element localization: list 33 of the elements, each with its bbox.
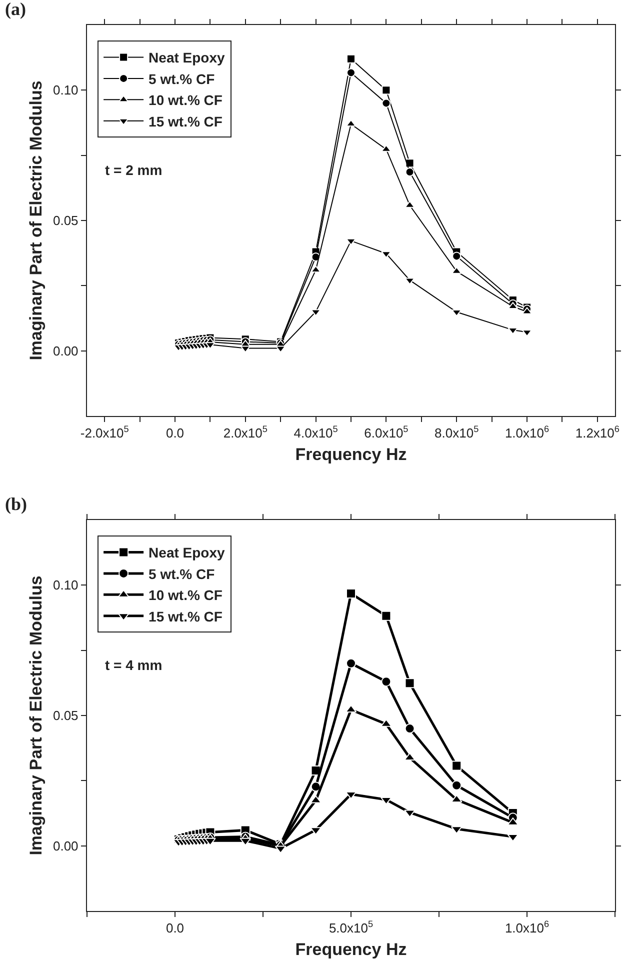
legend-label: 10 wt.% CF <box>148 587 223 604</box>
annotation: t = 2 mm <box>105 162 162 178</box>
legend-label: 5 wt.% CF <box>148 566 216 582</box>
x-tick-label: 4.0x10$^{5}$ <box>294 424 338 441</box>
y-axis-title: Imaginary Part of Electric Modulus <box>26 576 46 856</box>
x-tick-label: 8.0x10$^{5}$ <box>434 424 479 441</box>
legend-label: 5 wt.% CF <box>148 70 216 87</box>
x-tick-label: 5.0x10$^{5}$ <box>328 919 374 936</box>
y-tick-label: 0.10 <box>52 578 78 593</box>
y-tick-label: 0.00 <box>52 838 78 854</box>
x-tick-label: 1.2x10$^{6}$ <box>575 424 620 441</box>
legend-label: 15 wt.% CF <box>148 608 223 624</box>
y-tick-label: 0.00 <box>52 343 78 358</box>
y-tick-label: 0.10 <box>52 82 78 98</box>
legend-label: 15 wt.% CF <box>148 113 223 130</box>
x-tick-label: 1.0x10$^{6}$ <box>504 919 550 936</box>
legend-label: Neat Epoxy <box>148 50 226 66</box>
x-tick-label: 0.0 <box>166 920 184 936</box>
y-tick-label: 0.05 <box>52 708 78 724</box>
x-tick-label: -2.0x10$^{5}$ <box>80 424 129 441</box>
x-tick-label: 2.0x10$^{5}$ <box>223 424 268 441</box>
x-tick-label: 6.0x10$^{5}$ <box>364 424 408 441</box>
legend-label: Neat Epoxy <box>148 544 226 561</box>
legend-label: 10 wt.% CF <box>148 92 223 108</box>
x-axis-title: Frequency Hz <box>295 940 407 960</box>
x-axis-title: Frequency Hz <box>295 445 407 464</box>
chart-title: (b) <box>5 494 28 514</box>
annotation: t = 4 mm <box>105 657 162 673</box>
chart-title: (a) <box>5 0 26 19</box>
x-tick-label: 1.0x10$^{6}$ <box>504 424 550 441</box>
x-tick-label: 0.0 <box>166 426 184 441</box>
y-axis-title: Imaginary Part of Electric Modulus <box>26 80 46 360</box>
y-tick-label: 0.05 <box>52 213 78 228</box>
